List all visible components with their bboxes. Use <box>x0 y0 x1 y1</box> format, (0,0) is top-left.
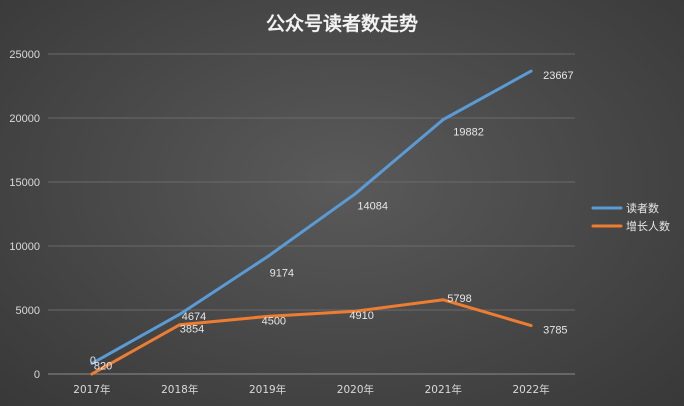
y-axis: 0 5000 10000 15000 20000 25000 <box>9 49 40 381</box>
y-tick-label: 10000 <box>9 241 40 253</box>
data-label: 4500 <box>262 315 286 327</box>
data-label: 14084 <box>357 201 388 213</box>
y-tick-label: 20000 <box>9 113 40 125</box>
x-tick-label: 2020年 <box>337 383 374 396</box>
series-line <box>90 298 533 376</box>
data-label: 820 <box>94 361 112 373</box>
data-label: 3854 <box>180 324 204 336</box>
data-labels: 820 4674 9174 14084 19882 23667 0 3854 4500 4910 5… <box>90 70 574 372</box>
x-tick-label: 2019年 <box>249 383 286 396</box>
x-tick-label: 2018年 <box>161 383 198 396</box>
y-tick-label: 15000 <box>9 177 40 189</box>
x-axis: 2017年 2018年 2019年 2020年 2021年 2022年 <box>73 383 549 396</box>
data-label: 3785 <box>543 325 567 337</box>
data-label: 0 <box>90 355 96 367</box>
legend-label: 读者数 <box>626 201 659 215</box>
data-label: 4674 <box>182 311 206 323</box>
data-label: 9174 <box>270 268 294 280</box>
chart-title: 公众号读者数走势 <box>266 12 418 35</box>
y-tick-label: 5000 <box>16 305 40 317</box>
series-lines <box>90 69 533 376</box>
series-line <box>90 69 533 365</box>
data-label: 19882 <box>453 127 484 139</box>
data-label: 5798 <box>447 293 471 305</box>
data-label: 4910 <box>349 310 373 322</box>
x-tick-label: 2017年 <box>73 383 110 396</box>
x-tick-label: 2022年 <box>512 383 549 396</box>
data-label: 23667 <box>543 70 574 82</box>
y-tick-label: 25000 <box>9 49 40 61</box>
x-tick-label: 2021年 <box>425 383 462 396</box>
legend-item[interactable]: 增长人数 <box>591 219 670 233</box>
gridlines <box>48 53 575 375</box>
legend-label: 增长人数 <box>626 219 670 233</box>
y-tick-label: 0 <box>34 369 40 381</box>
legend-item[interactable]: 读者数 <box>591 201 659 215</box>
